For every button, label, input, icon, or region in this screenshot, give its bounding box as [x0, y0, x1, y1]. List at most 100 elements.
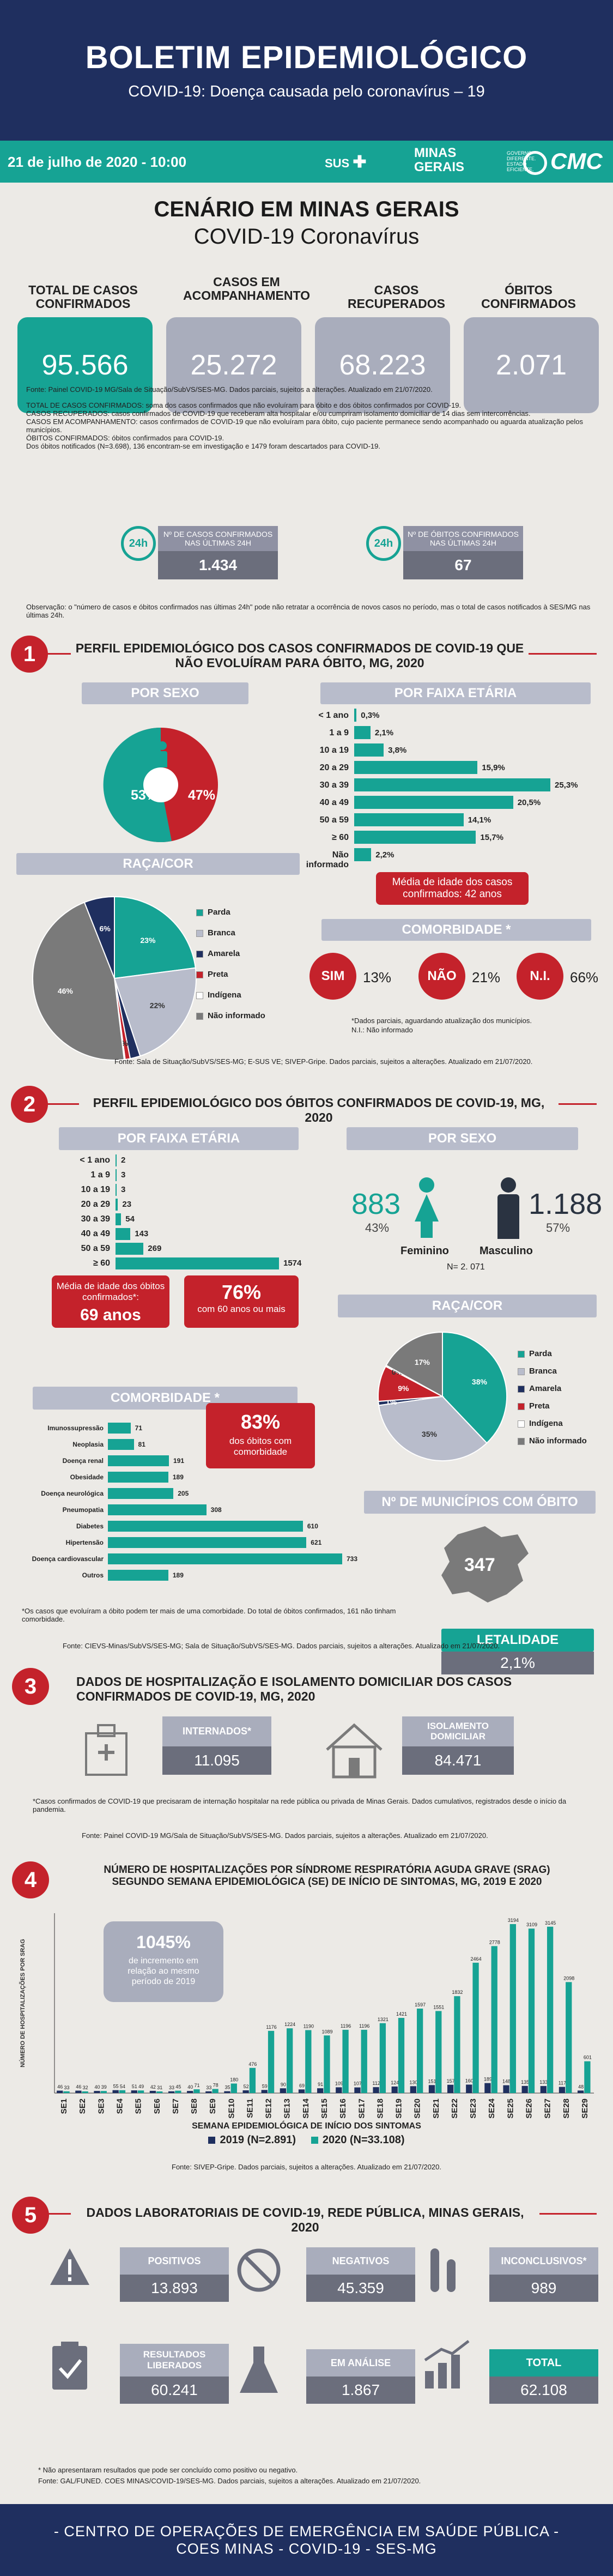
male-icon [495, 1177, 522, 1243]
s1-age-label: 50 a 59 [319, 815, 349, 825]
legend-label: Preta [529, 1401, 550, 1411]
srag-bar [391, 2086, 398, 2093]
masc-count: 1.188 [529, 1188, 603, 1220]
note-line: CASOS RECUPERADOS: casos confirmados de … [26, 409, 531, 418]
s2-faixa-header: POR FAIXA ETÁRIA [59, 1127, 299, 1150]
comorb-sim-circle: SIM [309, 953, 356, 1000]
fem-label: Feminino [400, 1245, 449, 1257]
srag-bar-label: 151 [428, 2078, 436, 2084]
section-number-5: 5 [12, 2197, 49, 2234]
s2-age-value: 54 [125, 1214, 135, 1224]
srag-bar-label: 46 [57, 2084, 63, 2090]
s2-let-value: 2,1% [441, 1652, 594, 1674]
cmc-logo: CMC [523, 148, 603, 175]
srag-x-tick: SE28 [562, 2099, 571, 2119]
s5-note: * Não apresentaram resultados que pode s… [38, 2466, 298, 2474]
s2-comorb-value: 189 [172, 1473, 184, 1481]
srag-x-tick: SE15 [320, 2099, 329, 2119]
s2-comorb-bar [108, 1537, 307, 1548]
srag-bar-label: 1321 [378, 2017, 389, 2022]
srag-bar-label: 3109 [526, 1922, 537, 1927]
gov-logo-tagline: GOVERNO DIFERENTE. ESTADO EFICIENTE. [507, 150, 536, 172]
srag-bar [305, 2030, 312, 2093]
srag-x-tick: SE23 [469, 2099, 478, 2119]
legend-item: Amarela [518, 1384, 561, 1393]
section-number-3: 3 [12, 1668, 49, 1705]
kpi-label-recuperados: CASOS RECUPERADOS [348, 283, 445, 311]
legend-item: Preta [518, 1401, 550, 1411]
s2-comorb-value: 81 [138, 1441, 145, 1448]
srag-bar-label: 1190 [304, 2024, 314, 2029]
legend-swatch [518, 1368, 525, 1375]
s4-legend: 2019 (N=2.891) 2020 (N=33.108) [0, 2134, 613, 2146]
legend-label: Indígena [208, 990, 241, 1000]
srag-bar [156, 2091, 163, 2093]
growth-chart-icon [424, 2340, 470, 2388]
s2-comorb-value: 621 [311, 1539, 322, 1546]
s3-isolamento-value: 84.471 [402, 1746, 514, 1775]
srag-bar-label: 124 [391, 2080, 399, 2085]
kpi-card-confirmados: 95.566 [17, 317, 153, 413]
fem-pct: 43% [365, 1221, 390, 1235]
legend-label: Preta [208, 970, 228, 979]
srag-bar [317, 2088, 324, 2093]
page-subtitle: COVID-19: Doença causada pelo coronavíru… [128, 83, 485, 100]
s1-age-value: 0,3% [361, 711, 380, 720]
s1-age-bar [354, 778, 550, 791]
s2-sexo-header: POR SEXO [347, 1127, 578, 1150]
srag-bar [193, 2089, 200, 2093]
s2-age-bar [116, 1199, 118, 1211]
s1-age-bar [354, 761, 478, 774]
note-line: CASOS EM ACOMPANHAMENTO: casos confirmad… [26, 418, 584, 434]
srag-bar [94, 2091, 100, 2093]
srag-x-tick: SE18 [375, 2099, 385, 2119]
srag-bar [149, 2090, 156, 2093]
section-1-title: PERFIL EPIDEMIOLÓGICO DOS CASOS CONFIRMA… [71, 641, 529, 670]
s2-comorb-label: Hipertensão [65, 1539, 104, 1546]
srag-bar [324, 2035, 330, 2093]
kpi-card-acompanhamento: 25.272 [166, 317, 301, 413]
s2-age-label: 40 a 49 [81, 1229, 110, 1238]
srag-bar-label: 1089 [321, 2029, 332, 2034]
masc-label: Masculino [480, 1245, 533, 1257]
s2-age-bar [116, 1213, 122, 1225]
legend-swatch [196, 971, 203, 978]
srag-bar [224, 2091, 230, 2093]
legend-swatch [196, 909, 203, 916]
legend-swatch [518, 1437, 525, 1445]
srag-bar [242, 2090, 249, 2093]
s2-over60-text: com 60 anos ou mais [197, 1304, 286, 1314]
srag-bar-label: 91 [318, 2082, 323, 2087]
srag-bar-label: 160 [465, 2078, 474, 2083]
cenario-subtitle: COVID-19 Coronavírus [193, 225, 420, 249]
srag-bar-label: 78 [213, 2082, 219, 2088]
srag-bar-label: 3194 [508, 1918, 519, 1923]
cmc-logo-text: CMC [550, 148, 603, 174]
header: BOLETIM EPIDEMIOLÓGICO COVID-19: Doença … [0, 0, 613, 141]
srag-bar [547, 1926, 554, 2093]
srag-bar [205, 2091, 212, 2093]
kpi-card-recuperados: 68.223 [315, 317, 450, 413]
s4-increment-text: de incremento em relação ao mesmo períod… [128, 1956, 199, 1986]
srag-bar [287, 2028, 293, 2093]
legend-label: Branca [529, 1366, 557, 1376]
s1-age-value: 20,5% [517, 798, 541, 807]
srag-x-tick: SE26 [525, 2099, 534, 2119]
s4-xlabel: SEMANA EPIDEMIOLÓGICA DE INÍCIO DOS SINT… [192, 2121, 421, 2131]
pie-slice [32, 902, 125, 1061]
srag-bar [187, 2091, 193, 2093]
s1-age-bar [354, 709, 357, 722]
s1-age-value: 15,9% [482, 763, 505, 772]
srag-bar [212, 2089, 219, 2093]
legend-item: Não informado [518, 1436, 587, 1446]
test-tube-icon [430, 2248, 456, 2292]
srag-bar-label: 33 [169, 2085, 174, 2090]
flask-icon [240, 2347, 278, 2393]
s2-age-bar [116, 1154, 117, 1166]
h24-deaths-label: Nº DE ÓBITOS CONFIRMADOS NAS ÚLTIMAS 24H [403, 526, 523, 551]
s2-comorb-bar [108, 1455, 169, 1466]
srag-bar [509, 1924, 516, 2093]
legend-label: Não informado [208, 1011, 265, 1020]
srag-bar [484, 2083, 491, 2093]
srag-bar [298, 2089, 305, 2093]
